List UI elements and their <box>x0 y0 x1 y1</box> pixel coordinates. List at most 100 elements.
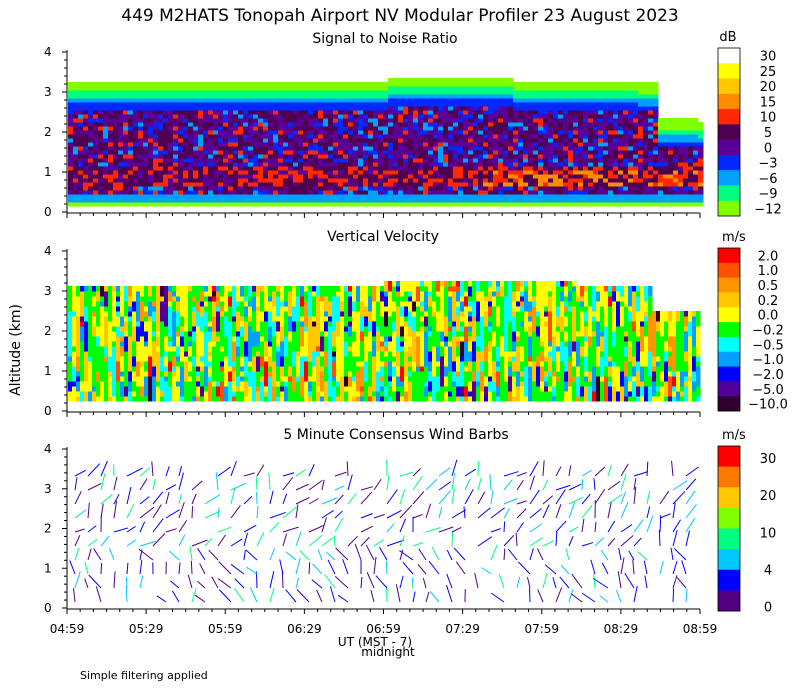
wind-barb <box>194 594 206 603</box>
wind-barb <box>321 479 325 491</box>
wind-barb <box>74 547 80 561</box>
wind-barb <box>360 576 363 589</box>
panel-1-title: Signal to Noise Ratio <box>312 31 457 47</box>
wind-barb <box>199 563 206 575</box>
wind-barb <box>197 548 206 561</box>
wind-barb <box>337 594 349 603</box>
wind-barb <box>490 528 501 533</box>
wind-barb <box>659 513 671 519</box>
wind-barb <box>659 490 670 505</box>
wind-barb <box>503 498 518 505</box>
wind-barb <box>385 586 388 603</box>
x-axis-label: UT (MST - 7) <box>338 635 412 649</box>
wind-barb <box>633 471 649 477</box>
wind-barb <box>399 575 404 589</box>
wind-barb <box>463 506 466 519</box>
y-tick-label: 4 <box>44 442 52 456</box>
colorbar-swatch <box>718 351 740 367</box>
wind-barb <box>360 486 373 491</box>
wind-barb <box>685 530 691 547</box>
wind-barb <box>74 528 85 533</box>
wind-barb <box>282 472 295 477</box>
wind-barb <box>555 484 571 491</box>
wind-barb <box>126 539 136 547</box>
wind-barb <box>607 537 616 547</box>
wind-barb <box>386 523 395 533</box>
wind-barb <box>230 460 237 477</box>
colorbar-label: 15 <box>760 95 777 110</box>
wind-barb <box>243 496 253 505</box>
wind-barb <box>568 589 574 603</box>
y-tick-label: 1 <box>44 165 52 179</box>
wind-barb <box>477 461 480 477</box>
colorbar-swatch <box>718 487 740 509</box>
wind-barb <box>526 576 531 589</box>
wind-barb <box>542 504 550 519</box>
wind-barb <box>347 493 357 505</box>
wind-barb <box>555 531 558 547</box>
wind-barb <box>529 523 543 533</box>
wind-barb <box>412 542 424 547</box>
y-axis-label: Altitude (km) <box>8 304 24 396</box>
wind-barb <box>230 487 236 505</box>
y-tick-label: 4 <box>44 45 52 59</box>
wind-barb <box>126 503 135 519</box>
wind-barb <box>412 468 421 477</box>
wind-barb <box>74 509 87 519</box>
wind-barb <box>308 464 315 477</box>
wind-barb <box>451 459 458 477</box>
wind-barb <box>386 475 390 491</box>
wind-barb <box>685 517 696 533</box>
wind-barb <box>672 490 686 505</box>
wind-barb <box>417 563 427 575</box>
colorbar-swatch <box>718 590 740 612</box>
wind-barb <box>187 574 193 589</box>
wind-barb <box>69 560 76 575</box>
wind-barb <box>152 479 156 491</box>
wind-barb <box>178 472 184 491</box>
wind-barb <box>230 564 245 575</box>
wind-barb <box>334 517 344 533</box>
wind-barb <box>100 503 104 519</box>
wind-barb <box>672 530 678 547</box>
wind-barb <box>113 493 120 505</box>
wind-barb <box>113 500 118 519</box>
colorbar-swatch <box>718 336 740 353</box>
wind-barb <box>386 489 398 505</box>
colorbar-swatch <box>718 63 740 79</box>
wind-barb <box>464 488 474 505</box>
wind-barb <box>412 475 423 491</box>
wind-barb <box>624 572 635 589</box>
colorbar-label: 5 <box>764 126 772 141</box>
wind-barb <box>365 544 375 561</box>
wind-barb <box>438 467 451 477</box>
y-tick-label: 4 <box>44 244 52 258</box>
wind-barb <box>516 508 527 519</box>
wind-barb <box>178 534 186 547</box>
wind-barb <box>425 527 441 533</box>
wind-barb <box>74 477 78 491</box>
wind-barb <box>354 543 362 561</box>
colorbar-label: 25 <box>760 65 777 80</box>
wind-barb <box>552 577 557 589</box>
colorbar-swatch <box>718 528 740 550</box>
wind-barb <box>386 509 402 519</box>
velocity-colorbar: 2.01.00.50.20.0−0.2−0.5−1.0−2.0−5.0−10.0 <box>717 247 788 413</box>
velocity-field <box>68 281 701 402</box>
colorbar-label: 0 <box>764 601 772 616</box>
y-tick-label: 3 <box>44 482 52 496</box>
wind-barb <box>646 506 651 519</box>
wind-barb <box>620 535 634 547</box>
wind-barb <box>446 573 453 589</box>
colorbar-label: 4 <box>764 563 772 578</box>
wind-barb <box>594 488 606 505</box>
wind-barb <box>285 589 297 603</box>
wind-barb <box>316 589 323 603</box>
wind-barb <box>165 491 170 505</box>
wind-barb <box>451 509 467 519</box>
wind-barb <box>317 549 323 561</box>
colorbar-swatch <box>718 48 740 64</box>
panel-2-title: Vertical Velocity <box>327 229 439 245</box>
wind-barb <box>385 560 388 575</box>
